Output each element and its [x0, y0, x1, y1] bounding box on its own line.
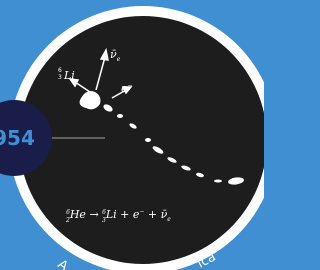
- li-charge: 3: [58, 74, 62, 81]
- year: 954: [0, 126, 35, 150]
- photo-circle: [19, 16, 264, 264]
- li-mass: 6: [58, 67, 62, 74]
- li-label: Li: [63, 69, 75, 82]
- page: 6 3 Li ν̄e e− 62He → 63Li + e− + ν̄e 954…: [0, 0, 320, 270]
